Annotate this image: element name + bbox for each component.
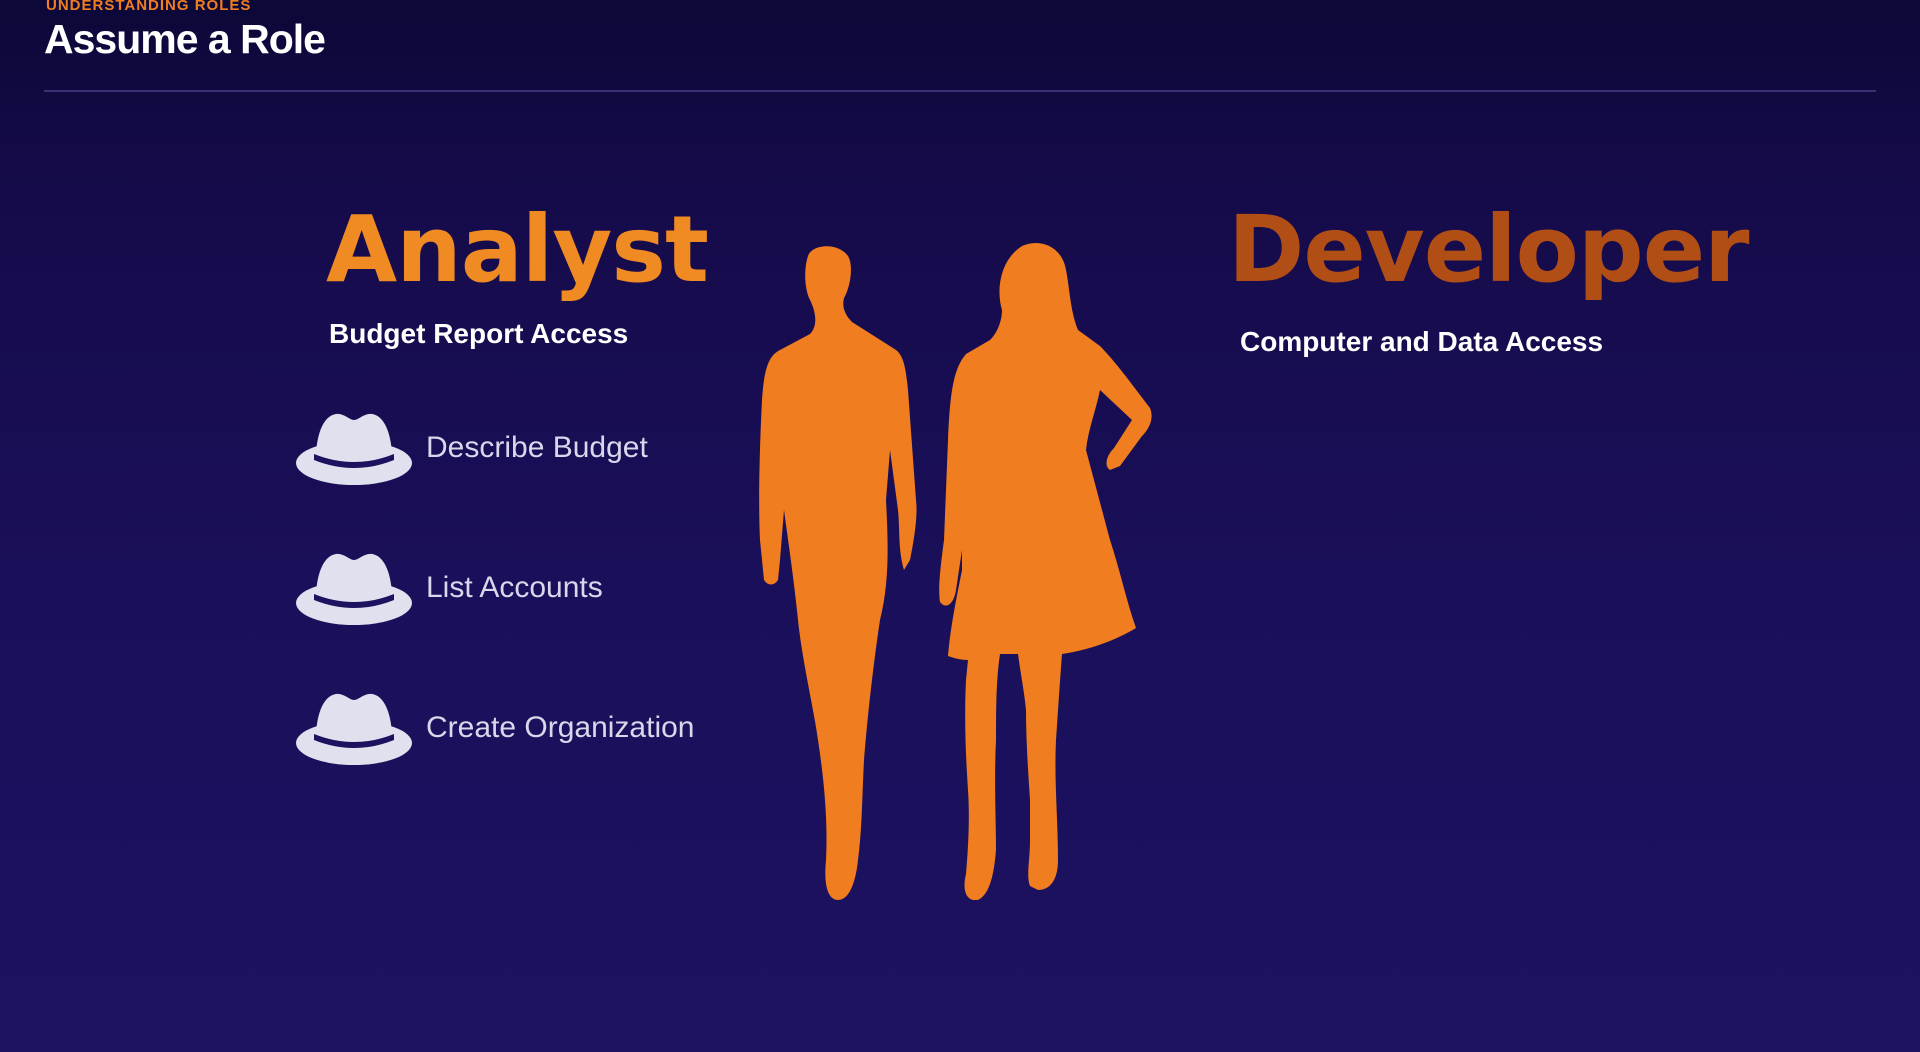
analyst-heading: Analyst — [326, 196, 709, 303]
hat-icon — [296, 693, 412, 765]
hat-icon — [296, 413, 412, 485]
woman-silhouette — [939, 243, 1152, 900]
developer-heading: Developer — [1228, 196, 1749, 303]
analyst-subheading: Budget Report Access — [329, 318, 629, 349]
hat-icon — [296, 553, 412, 625]
people-silhouettes — [759, 243, 1152, 900]
permission-item-describe-budget: Describe Budget — [294, 408, 648, 488]
permission-item-create-organization: Create Organization — [294, 688, 694, 768]
permission-label: List Accounts — [426, 571, 603, 604]
page-title: Assume a Role — [44, 16, 326, 62]
man-silhouette — [759, 246, 917, 900]
permission-label: Describe Budget — [426, 431, 648, 464]
developer-subheading: Computer and Data Access — [1240, 326, 1604, 357]
permission-item-list-accounts: List Accounts — [294, 548, 603, 628]
permission-label: Create Organization — [426, 711, 695, 744]
header-divider — [44, 90, 1876, 92]
eyebrow-label: UNDERSTANDING ROLES — [46, 0, 252, 14]
